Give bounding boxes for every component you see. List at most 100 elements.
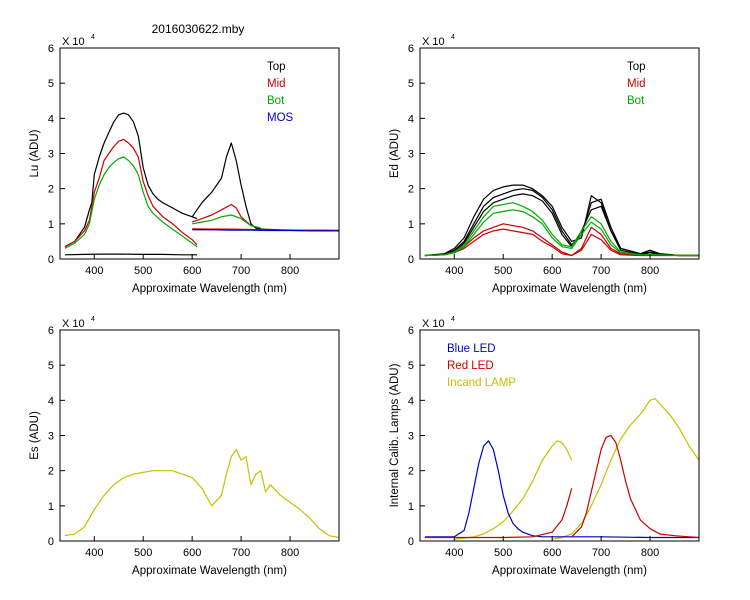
legend-entry-mid: Mid: [267, 78, 286, 90]
y-tick-label: 6: [408, 43, 414, 55]
chart-cal: 400 500 600 700 800 0 1 2 3 4 5 6 X 10 4 Approximate W…: [389, 316, 700, 577]
plot-frame: [59, 329, 340, 542]
y-tick-label: 4: [408, 395, 414, 407]
series-line-mid: [192, 228, 340, 232]
y-exponent-label: X 10: [422, 318, 445, 330]
x-axis-label: Approximate Wavelength (nm): [492, 565, 647, 577]
series-line-mid: [424, 228, 699, 257]
series-line-bot: [192, 214, 261, 229]
x-tick-label: 400: [445, 265, 463, 277]
series-line-top: [64, 253, 198, 256]
x-axis-label: Approximate Wavelength (nm): [492, 283, 647, 295]
legend-entry-incand-lamp: Incand LAMP: [447, 377, 516, 389]
y-tick-label: 6: [48, 325, 54, 337]
y-tick-label: 1: [48, 219, 54, 231]
x-tick-label: 600: [543, 265, 561, 277]
chart-es: 400 500 600 700 800 0 1 2 3 4 5 6 X 10 4 Approximate W…: [29, 316, 340, 577]
series-group: [64, 449, 340, 539]
x-tick-label: 600: [183, 547, 201, 559]
y-exponent-label: X 10: [62, 318, 85, 330]
x-axis-label: Approximate Wavelength (nm): [132, 283, 287, 295]
x-tick-label: 700: [232, 265, 250, 277]
x-tick-label: 400: [85, 547, 103, 559]
y-axis-label: Lu (ADU): [29, 129, 41, 177]
y-tick-label: 2: [408, 184, 414, 196]
y-tick-label: 2: [48, 184, 54, 196]
legend-entry-top: Top: [267, 61, 286, 73]
y-tick-label: 2: [48, 466, 54, 478]
legend-entry-mos: MOS: [267, 112, 294, 124]
x-tick-label: 600: [183, 265, 201, 277]
y-tick-label: 6: [408, 325, 414, 337]
y-tick-label: 0: [48, 254, 54, 266]
series-line-top: [424, 188, 699, 257]
x-tick-label: 800: [281, 547, 299, 559]
chart-ed: 400 500 600 700 800 0 1 2 3 4 5 6 X 10 4 Approximate W…: [389, 34, 700, 295]
series-group: [64, 112, 340, 256]
x-tick-label: 800: [641, 265, 659, 277]
y-tick-label: 3: [48, 431, 54, 443]
y-tick-label: 3: [408, 149, 414, 161]
series-line-bot: [424, 209, 699, 257]
series-line-bot: [64, 156, 198, 249]
plot-frame: [419, 47, 700, 260]
y-tick-label: 5: [408, 360, 414, 372]
y-axis-label: Internal Calib. Lamps (ADU): [389, 363, 401, 507]
x-tick-label: 400: [85, 265, 103, 277]
x-tick-label: 500: [494, 547, 512, 559]
series-line-incand-lamp: [552, 398, 700, 540]
x-tick-label: 700: [592, 265, 610, 277]
y-exponent-power: 4: [451, 34, 455, 41]
series-group: [424, 184, 699, 257]
x-tick-label: 800: [641, 547, 659, 559]
y-exponent-label: X 10: [62, 36, 85, 48]
y-tick-label: 0: [48, 536, 54, 548]
x-tick-label: 600: [543, 547, 561, 559]
x-tick-label: 400: [445, 547, 463, 559]
y-tick-label: 0: [408, 254, 414, 266]
series-line-blue-led: [424, 440, 699, 539]
x-tick-label: 500: [134, 265, 152, 277]
chart-lu: 400 500 600 700 800 0 1 2 3 4 5 6 X 10 4 Approximate W…: [29, 34, 340, 295]
x-tick-label: 500: [494, 265, 512, 277]
series-group: [424, 398, 700, 540]
series-line-mid: [64, 138, 198, 248]
y-tick-label: 1: [408, 501, 414, 513]
series-line-red-led: [424, 488, 573, 539]
legend-entry-mid: Mid: [627, 78, 646, 90]
series-line-incand-lamp: [454, 440, 573, 540]
y-tick-label: 5: [48, 360, 54, 372]
y-tick-label: 4: [408, 113, 414, 125]
y-tick-label: 3: [48, 149, 54, 161]
y-tick-label: 5: [48, 78, 54, 90]
y-tick-label: 2: [408, 466, 414, 478]
y-axis-label: Ed (ADU): [389, 129, 401, 178]
series-line-es: [64, 449, 340, 539]
x-tick-label: 700: [592, 547, 610, 559]
x-tick-label: 500: [134, 547, 152, 559]
y-tick-label: 6: [48, 43, 54, 55]
y-tick-label: 4: [48, 395, 54, 407]
y-exponent-power: 4: [451, 316, 455, 323]
y-tick-label: 1: [408, 219, 414, 231]
y-tick-label: 3: [408, 431, 414, 443]
legend-entry-top: Top: [627, 61, 646, 73]
x-axis-label: Approximate Wavelength (nm): [132, 565, 287, 577]
series-line-top: [191, 142, 261, 230]
series-line-red-led: [571, 434, 700, 539]
series-line-mos: [192, 229, 339, 232]
x-tick-label: 700: [232, 547, 250, 559]
legend-entry-blue-led: Blue LED: [447, 343, 496, 355]
plot-frame: [59, 47, 340, 260]
legend-entry-red-led: Red LED: [447, 360, 494, 372]
y-tick-label: 5: [408, 78, 414, 90]
y-exponent-power: 4: [91, 316, 95, 323]
x-tick-label: 800: [281, 265, 299, 277]
y-tick-label: 1: [48, 501, 54, 513]
y-exponent-label: X 10: [422, 36, 445, 48]
legend-entry-bot: Bot: [627, 95, 645, 107]
series-line-mid: [424, 223, 699, 257]
y-exponent-power: 4: [91, 34, 95, 41]
